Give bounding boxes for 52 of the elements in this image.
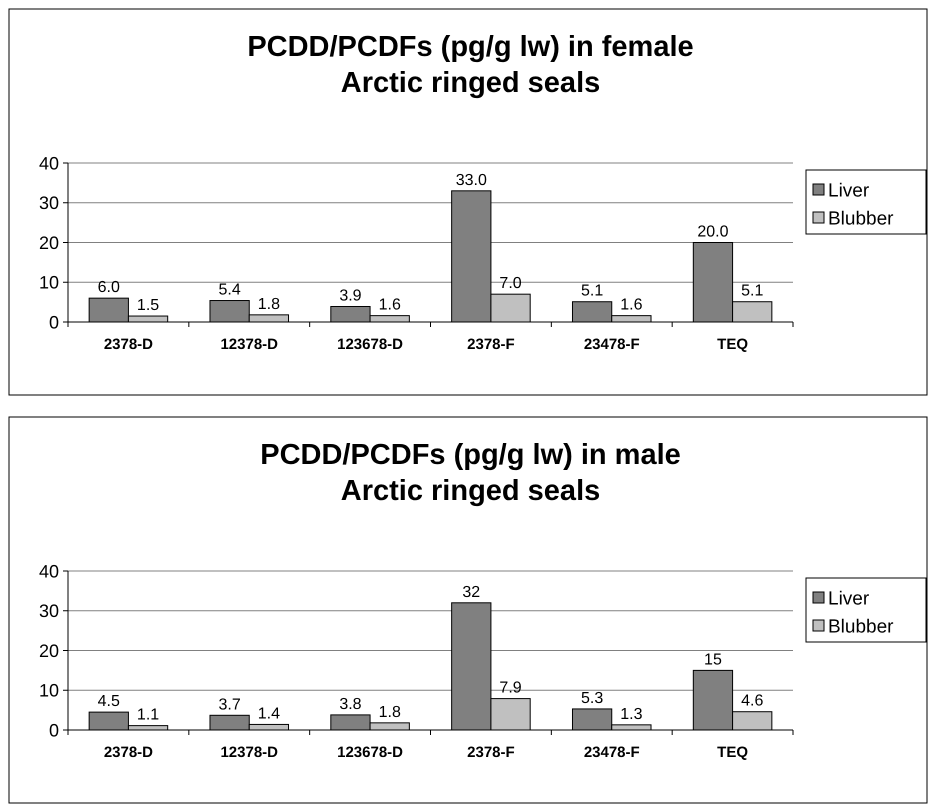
chart-title: PCDD/PCDFs (pg/g lw) in female Arctic ringed seals <box>247 31 694 99</box>
x-tick-label: TEQ <box>717 336 748 353</box>
chart-title: PCDD/PCDFs (pg/g lw) in male Arctic ringed seals <box>260 439 681 507</box>
data-label: 3.9 <box>339 287 362 304</box>
y-tick-label: 30 <box>38 193 59 214</box>
x-tick-label: 12378-D <box>220 744 278 761</box>
data-label: 1.3 <box>620 706 643 723</box>
data-label: 1.8 <box>258 296 280 313</box>
data-label: 7.9 <box>499 680 522 697</box>
data-label: 7.0 <box>499 275 522 292</box>
x-tick-label: 2378-F <box>467 336 515 353</box>
x-tick-label: 123678-D <box>337 744 404 761</box>
legend-label: Liver <box>828 180 870 202</box>
y-tick-label: 0 <box>48 312 59 332</box>
data-label: 1.6 <box>378 296 401 314</box>
data-label: 6.0 <box>98 279 120 296</box>
data-label: 33.0 <box>456 172 487 189</box>
data-label: 3.7 <box>218 696 241 714</box>
data-label: 3.8 <box>339 696 362 713</box>
x-tick-label: TEQ <box>717 744 748 761</box>
data-label: 5.1 <box>741 282 764 300</box>
y-tick-label: 10 <box>38 272 59 293</box>
data-label: 5.3 <box>580 690 604 707</box>
y-tick-label: 10 <box>38 680 59 701</box>
x-tick-label: 23478-F <box>584 744 640 761</box>
y-tick-label: 40 <box>38 153 59 174</box>
legend-label: Liver <box>828 588 870 610</box>
x-tick-label: 2378-F <box>467 744 515 761</box>
data-label: 4.5 <box>98 693 120 710</box>
x-tick-label: 2378-D <box>104 744 154 761</box>
legend-label: Blubber <box>828 616 894 638</box>
x-tick-label: 123678-D <box>337 336 404 353</box>
data-label: 4.6 <box>741 692 764 710</box>
x-tick-label: 2378-D <box>104 336 154 353</box>
y-tick-label: 40 <box>38 561 59 582</box>
data-label: 1.5 <box>136 297 160 314</box>
x-tick-label: 23478-F <box>584 336 640 353</box>
data-label: 1.6 <box>620 296 643 314</box>
data-label: 5.1 <box>580 282 604 300</box>
y-tick-label: 20 <box>38 232 59 253</box>
data-label: 32 <box>462 584 480 601</box>
y-tick-label: 30 <box>38 601 59 622</box>
y-tick-label: 0 <box>48 720 59 740</box>
data-label: 1.8 <box>378 704 401 721</box>
data-label: 15 <box>704 651 722 668</box>
data-label: 1.1 <box>136 706 160 724</box>
legend-label: Blubber <box>828 208 894 230</box>
data-label: 20.0 <box>697 224 729 240</box>
data-label: 1.4 <box>258 705 280 722</box>
y-tick-label: 20 <box>38 640 59 661</box>
x-tick-label: 12378-D <box>220 336 278 353</box>
data-label: 5.4 <box>218 282 241 299</box>
